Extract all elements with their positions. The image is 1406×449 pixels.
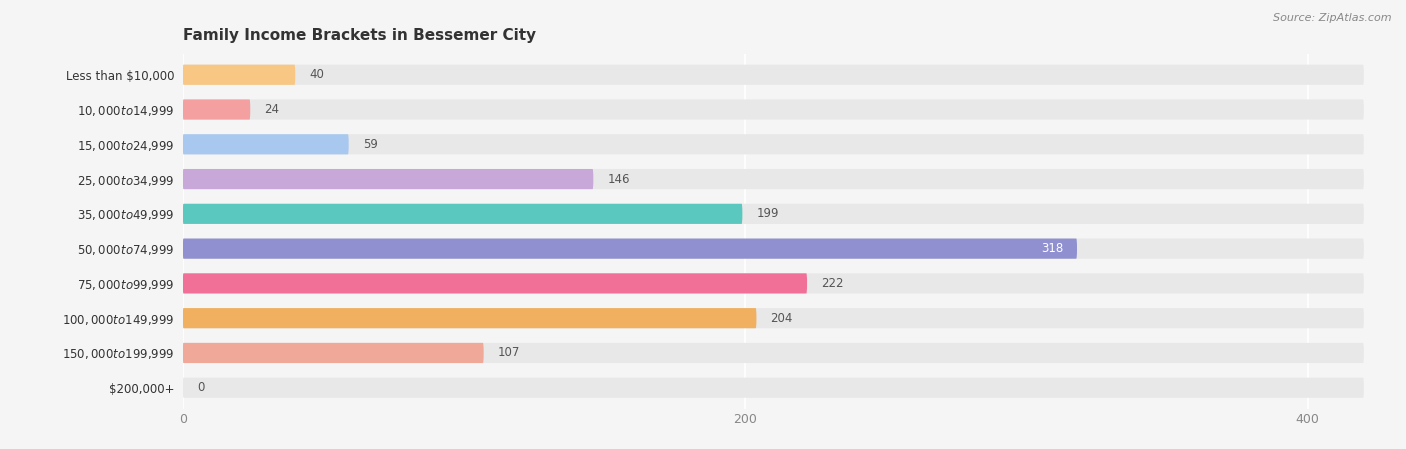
FancyBboxPatch shape <box>183 204 742 224</box>
FancyBboxPatch shape <box>183 308 1364 328</box>
Text: 0: 0 <box>197 381 204 394</box>
FancyBboxPatch shape <box>183 134 349 154</box>
Text: 59: 59 <box>363 138 378 151</box>
Text: Family Income Brackets in Bessemer City: Family Income Brackets in Bessemer City <box>183 28 536 43</box>
Text: 40: 40 <box>309 68 325 81</box>
FancyBboxPatch shape <box>183 65 1364 85</box>
FancyBboxPatch shape <box>183 273 1364 294</box>
FancyBboxPatch shape <box>183 204 1364 224</box>
FancyBboxPatch shape <box>183 238 1077 259</box>
FancyBboxPatch shape <box>183 99 250 119</box>
Text: 318: 318 <box>1040 242 1063 255</box>
Text: Source: ZipAtlas.com: Source: ZipAtlas.com <box>1274 13 1392 23</box>
Text: 107: 107 <box>498 347 520 360</box>
FancyBboxPatch shape <box>183 99 1364 119</box>
FancyBboxPatch shape <box>183 273 807 294</box>
FancyBboxPatch shape <box>183 169 1364 189</box>
FancyBboxPatch shape <box>183 343 484 363</box>
Text: 146: 146 <box>607 172 630 185</box>
FancyBboxPatch shape <box>183 238 1364 259</box>
FancyBboxPatch shape <box>183 134 1364 154</box>
FancyBboxPatch shape <box>183 343 1364 363</box>
FancyBboxPatch shape <box>183 65 295 85</box>
Text: 204: 204 <box>770 312 793 325</box>
Text: 222: 222 <box>821 277 844 290</box>
FancyBboxPatch shape <box>183 378 1364 398</box>
FancyBboxPatch shape <box>183 308 756 328</box>
Text: 199: 199 <box>756 207 779 220</box>
FancyBboxPatch shape <box>183 169 593 189</box>
Text: 24: 24 <box>264 103 280 116</box>
